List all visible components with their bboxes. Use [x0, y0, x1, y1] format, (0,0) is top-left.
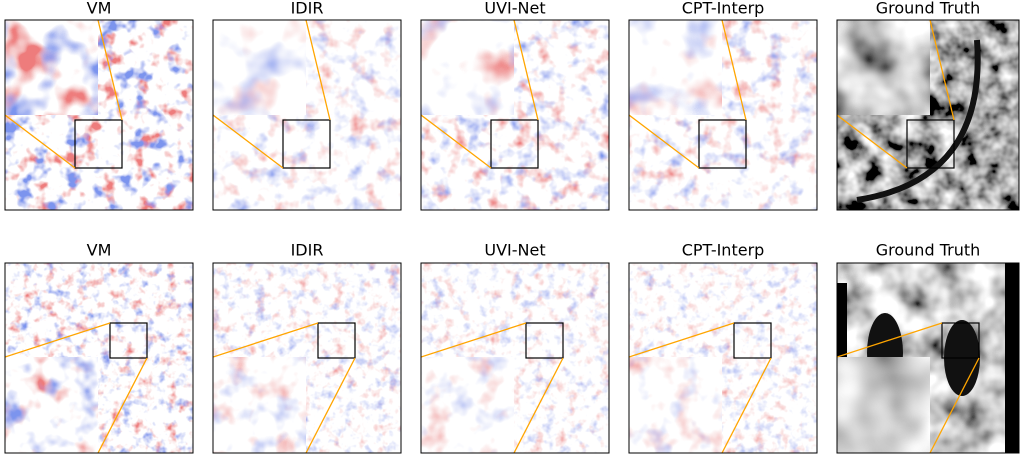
panel-title: IDIR	[291, 241, 324, 260]
zoom-inset	[421, 357, 514, 453]
panel-title: IDIR	[291, 0, 324, 18]
image	[837, 20, 1019, 210]
zoom-inset	[5, 20, 98, 115]
panel: VM	[5, 241, 193, 454]
figure: VM IDIR UVI-Net CPT-Interp Ground Truth VM IDI…	[0, 0, 1021, 456]
panel: CPT-Interp	[629, 241, 817, 454]
panel: VM	[5, 0, 193, 210]
panel-title: CPT-Interp	[682, 0, 765, 18]
zoom-inset	[213, 20, 306, 115]
panel-title: VM	[87, 0, 112, 18]
zoom-inset	[837, 357, 930, 453]
image	[5, 20, 193, 210]
panel: CPT-Interp	[629, 0, 817, 210]
panel-title: Ground Truth	[876, 0, 981, 18]
panel: IDIR	[213, 241, 401, 454]
panel-title: CPT-Interp	[682, 241, 765, 260]
zoom-inset	[213, 357, 306, 453]
image	[629, 20, 817, 210]
image	[5, 263, 193, 453]
image	[213, 263, 401, 453]
zoom-inset	[837, 20, 930, 115]
panel-title: UVI-Net	[484, 0, 545, 18]
panel: UVI-Net	[421, 0, 609, 210]
panel: Ground Truth	[837, 241, 1019, 457]
panel-title: VM	[87, 241, 112, 260]
zoom-inset	[629, 357, 722, 453]
panel-title: Ground Truth	[876, 241, 981, 260]
image	[629, 263, 817, 453]
background	[1005, 263, 1019, 453]
image	[421, 20, 609, 210]
panel: Ground Truth	[837, 0, 1019, 210]
zoom-inset	[421, 20, 514, 115]
zoom-inset	[629, 20, 722, 115]
zoom-inset	[5, 357, 98, 453]
image	[837, 263, 1019, 456]
panel: IDIR	[213, 0, 401, 210]
panel-title: UVI-Net	[484, 241, 545, 260]
image	[213, 20, 401, 210]
panel: UVI-Net	[421, 241, 609, 454]
image	[421, 263, 609, 453]
